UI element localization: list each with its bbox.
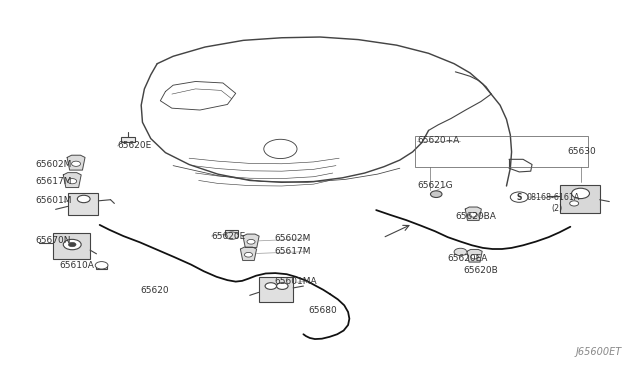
Bar [415, 137, 588, 167]
Bar [121, 137, 135, 142]
Text: 65620E: 65620E [211, 231, 246, 241]
Circle shape [63, 239, 81, 250]
Circle shape [247, 240, 255, 244]
Circle shape [264, 139, 297, 158]
Bar [225, 231, 238, 235]
Text: 65680: 65680 [308, 307, 337, 315]
Text: 65620B: 65620B [464, 266, 499, 275]
Circle shape [572, 188, 589, 199]
Circle shape [244, 253, 253, 257]
Text: 65620EA: 65620EA [448, 254, 488, 263]
Text: 65601MA: 65601MA [274, 277, 317, 286]
Polygon shape [241, 247, 257, 260]
Circle shape [471, 254, 478, 259]
Text: 65621G: 65621G [417, 181, 452, 190]
Circle shape [95, 262, 108, 269]
Circle shape [225, 232, 238, 239]
Text: 65620BA: 65620BA [456, 212, 496, 221]
Bar [97, 265, 107, 269]
Text: 65620+A: 65620+A [417, 136, 460, 145]
Polygon shape [467, 250, 482, 262]
Polygon shape [465, 207, 481, 220]
Text: 65620: 65620 [140, 286, 168, 295]
Text: 65617M: 65617M [274, 247, 310, 256]
Text: 65670N: 65670N [36, 236, 71, 246]
Bar [53, 233, 90, 259]
Text: J65600ET: J65600ET [575, 347, 621, 357]
Circle shape [510, 192, 528, 202]
Circle shape [77, 195, 90, 203]
Circle shape [431, 191, 442, 198]
Text: 65602M: 65602M [36, 160, 72, 169]
Text: 08168-6161A: 08168-6161A [526, 193, 580, 202]
Text: (2): (2) [552, 204, 563, 213]
Text: S: S [516, 193, 522, 202]
Bar [68, 193, 99, 215]
Polygon shape [67, 155, 85, 170]
Circle shape [265, 283, 276, 289]
Text: 65601M: 65601M [36, 196, 72, 205]
Text: 65617M: 65617M [36, 177, 72, 186]
Circle shape [68, 179, 77, 184]
Circle shape [72, 161, 81, 166]
Polygon shape [243, 234, 259, 247]
Circle shape [454, 248, 467, 256]
Polygon shape [63, 173, 81, 187]
Circle shape [276, 283, 288, 289]
Text: 65630: 65630 [568, 147, 596, 156]
Bar [560, 185, 600, 214]
Circle shape [570, 201, 579, 206]
Text: 65620E: 65620E [118, 141, 152, 151]
Text: 65610A: 65610A [60, 261, 94, 270]
Text: 65602M: 65602M [274, 234, 310, 243]
Circle shape [68, 242, 76, 247]
Circle shape [469, 212, 477, 217]
Bar [259, 277, 293, 302]
